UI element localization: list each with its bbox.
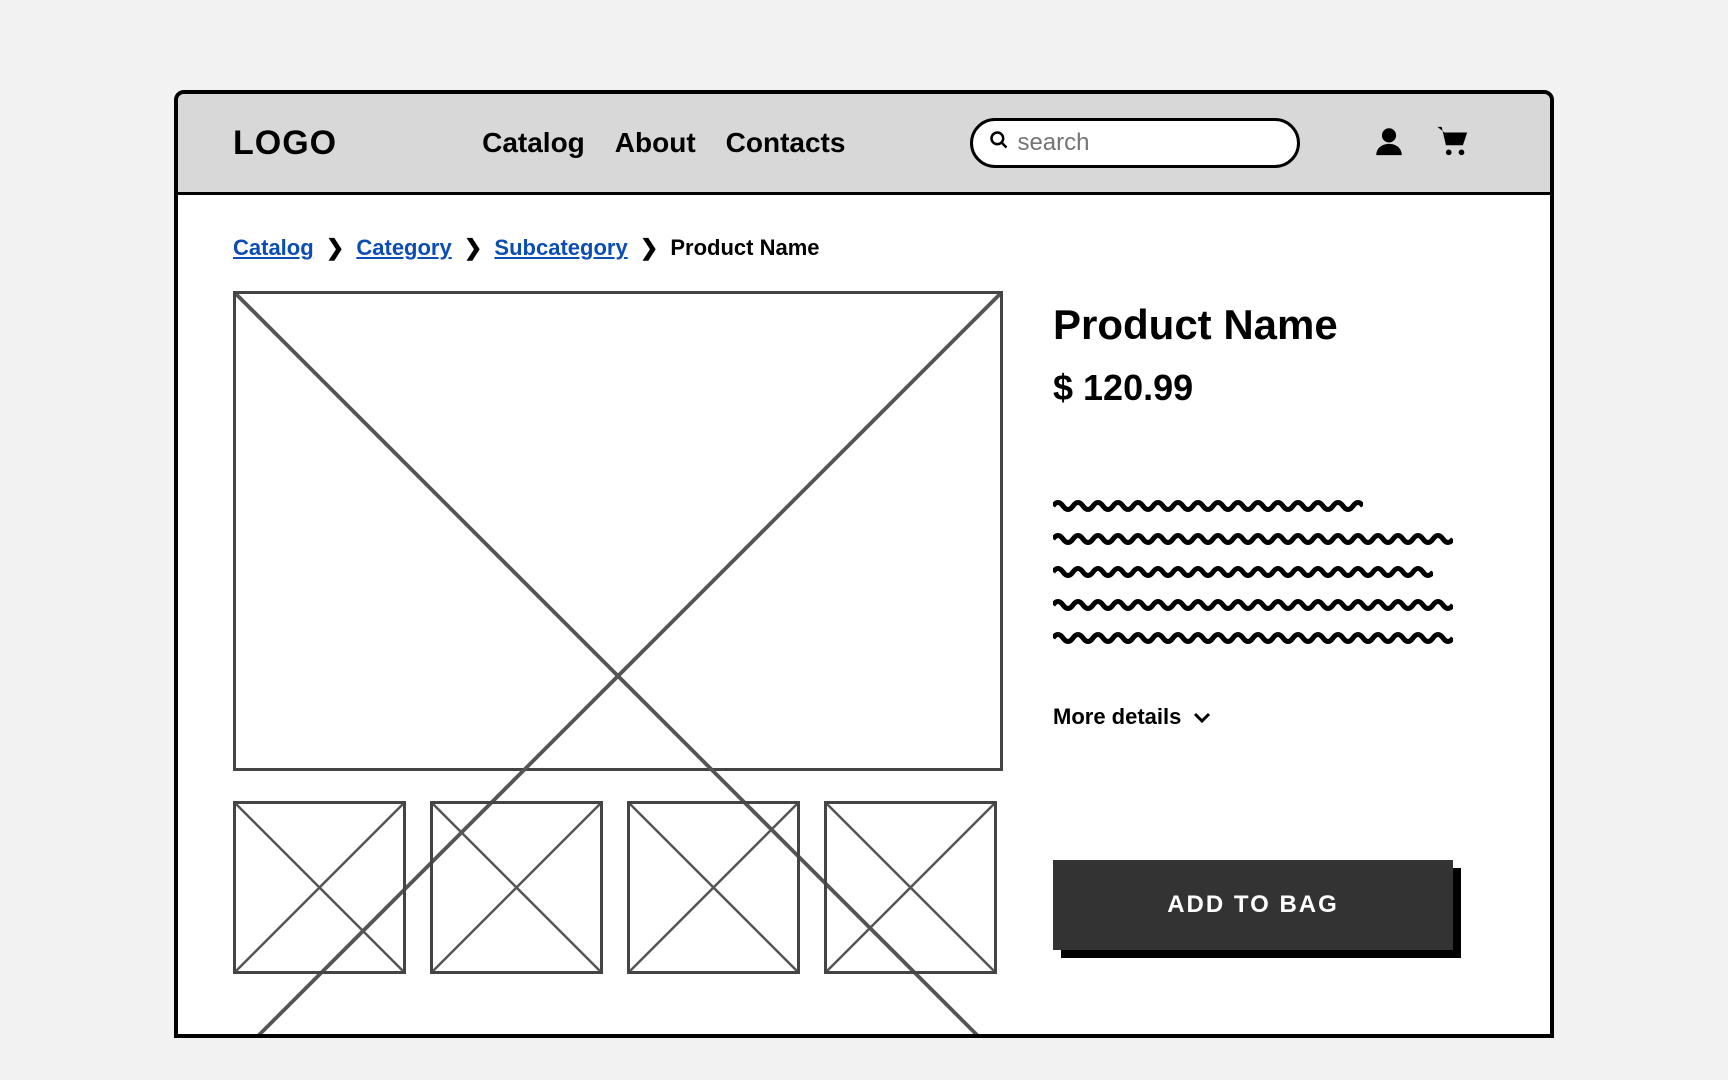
more-details-label: More details xyxy=(1053,704,1181,730)
browser-window: LOGO Catalog About Contacts xyxy=(174,90,1554,1038)
thumbnail[interactable] xyxy=(430,801,603,974)
thumbnail[interactable] xyxy=(627,801,800,974)
product-gallery xyxy=(233,291,1003,974)
search-container xyxy=(970,118,1300,168)
page-body: Catalog ❯ Category ❯ Subcategory ❯ Produ… xyxy=(178,195,1550,1034)
header-icons xyxy=(1372,124,1472,163)
search-input[interactable] xyxy=(1017,129,1279,157)
crumb-subcategory[interactable]: Subcategory xyxy=(494,235,627,260)
text-placeholder-line xyxy=(1053,631,1453,645)
breadcrumb: Catalog ❯ Category ❯ Subcategory ❯ Produ… xyxy=(233,235,1495,261)
site-header: LOGO Catalog About Contacts xyxy=(178,94,1550,195)
nav-contacts[interactable]: Contacts xyxy=(726,127,846,159)
text-placeholder-line xyxy=(1053,532,1453,546)
product-section: Product Name $ 120.99 More details xyxy=(233,291,1495,974)
cart-icon[interactable] xyxy=(1434,124,1472,163)
product-description xyxy=(1053,499,1495,664)
thumbnail[interactable] xyxy=(233,801,406,974)
text-placeholder-line xyxy=(1053,565,1433,579)
crumb-catalog[interactable]: Catalog xyxy=(233,235,314,260)
crumb-category[interactable]: Category xyxy=(356,235,451,260)
chevron-right-icon: ❯ xyxy=(326,235,344,260)
text-placeholder-line xyxy=(1053,598,1453,612)
chevron-right-icon: ❯ xyxy=(640,235,658,260)
more-details-toggle[interactable]: More details xyxy=(1053,704,1495,730)
search-field[interactable] xyxy=(970,118,1300,168)
thumbnail[interactable] xyxy=(824,801,997,974)
main-image-placeholder[interactable] xyxy=(233,291,1003,771)
nav-catalog[interactable]: Catalog xyxy=(482,127,585,159)
text-placeholder-line xyxy=(1053,499,1363,513)
add-to-bag-button[interactable]: ADD TO BAG xyxy=(1053,860,1453,950)
add-to-bag-wrap: ADD TO BAG xyxy=(1053,860,1453,950)
product-price: $ 120.99 xyxy=(1053,367,1495,409)
chevron-right-icon: ❯ xyxy=(464,235,482,260)
crumb-current: Product Name xyxy=(670,235,819,260)
product-info: Product Name $ 120.99 More details xyxy=(1053,291,1495,974)
logo[interactable]: LOGO xyxy=(233,124,337,163)
main-nav: Catalog About Contacts xyxy=(482,127,845,159)
search-icon xyxy=(989,129,1009,157)
user-icon[interactable] xyxy=(1372,124,1406,163)
chevron-down-icon xyxy=(1193,704,1211,730)
nav-about[interactable]: About xyxy=(615,127,696,159)
product-title: Product Name xyxy=(1053,301,1495,349)
